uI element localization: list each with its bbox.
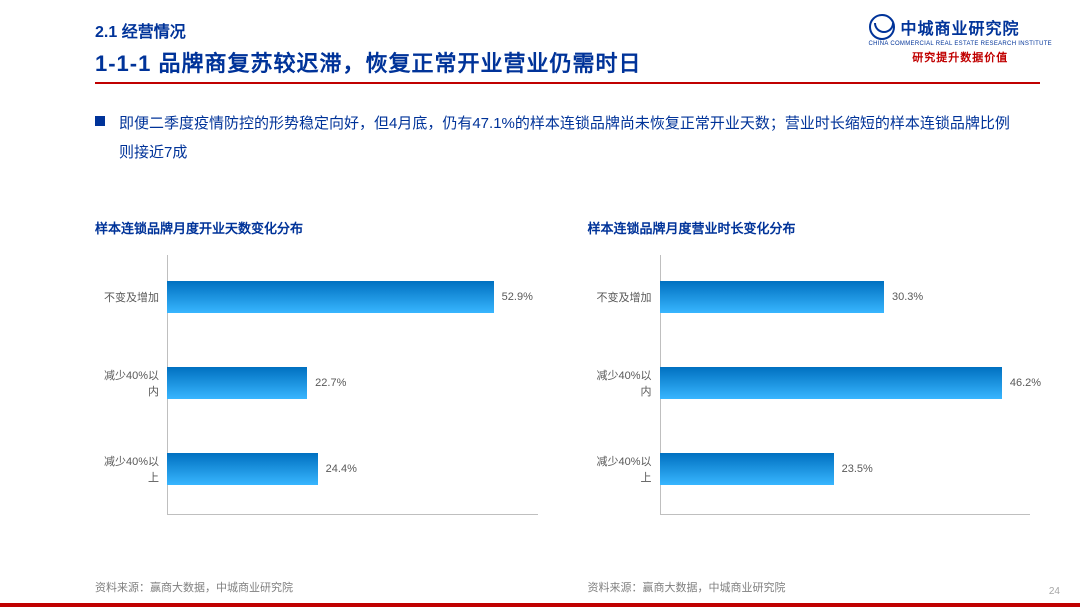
bar-value-label: 52.9% bbox=[502, 291, 533, 303]
bar-value-label: 22.7% bbox=[315, 377, 346, 389]
bar bbox=[167, 367, 307, 399]
title-underline bbox=[95, 82, 1040, 84]
bar-category-label: 减少40%以内 bbox=[588, 367, 660, 399]
chart-right-source: 资料来源：赢商大数据，中城商业研究院 bbox=[588, 579, 786, 595]
chart-left: 样本连锁品牌月度开业天数变化分布 不变及增加52.9%减少40%以内22.7%减… bbox=[95, 218, 548, 567]
bar bbox=[167, 281, 494, 313]
bar bbox=[660, 281, 885, 313]
bar bbox=[660, 367, 1002, 399]
bar bbox=[167, 453, 318, 485]
bar-track: 52.9% bbox=[167, 275, 538, 319]
chart-left-title: 样本连锁品牌月度开业天数变化分布 bbox=[95, 218, 548, 237]
bar-track: 30.3% bbox=[660, 275, 1031, 319]
page-number: 24 bbox=[1049, 586, 1060, 597]
bar-row: 减少40%以内 22.7% bbox=[95, 361, 538, 405]
bar-value-label: 23.5% bbox=[842, 463, 873, 475]
bar-track: 23.5% bbox=[660, 447, 1031, 491]
org-name-en: CHINA COMMERCIAL REAL ESTATE RESEARCH IN… bbox=[869, 41, 1052, 47]
bar-category-label: 减少40%以上 bbox=[95, 453, 167, 485]
bar-value-label: 46.2% bbox=[1010, 377, 1041, 389]
bar-category-label: 减少40%以上 bbox=[588, 453, 660, 485]
bar bbox=[660, 453, 834, 485]
x-axis-line bbox=[167, 514, 538, 515]
bar-row: 不变及增加 30.3% bbox=[588, 275, 1031, 319]
chart-right-title: 样本连锁品牌月度营业时长变化分布 bbox=[588, 218, 1041, 237]
summary-text: 即便二季度疫情防控的形势稳定向好，但4月底，仍有47.1%的样本连锁品牌尚未恢复… bbox=[119, 110, 1020, 167]
bar-category-label: 减少40%以内 bbox=[95, 367, 167, 399]
bar-value-label: 24.4% bbox=[326, 463, 357, 475]
charts-region: 样本连锁品牌月度开业天数变化分布 不变及增加52.9%减少40%以内22.7%减… bbox=[95, 218, 1040, 567]
bar-track: 22.7% bbox=[167, 361, 538, 405]
bar-category-label: 不变及增加 bbox=[588, 289, 660, 305]
chart-right-body: 不变及增加30.3%减少40%以内46.2%减少40%以上23.5% bbox=[588, 255, 1041, 515]
bar-row: 减少40%以内46.2% bbox=[588, 361, 1031, 405]
bar-row: 减少40%以上 23.5% bbox=[588, 447, 1031, 491]
bar-track: 46.2% bbox=[660, 361, 1031, 405]
org-tagline: 研究提升数据价值 bbox=[869, 49, 1052, 65]
logo-mark-icon bbox=[869, 14, 895, 40]
bar-category-label: 不变及增加 bbox=[95, 289, 167, 305]
chart-left-body: 不变及增加 52.9% 减少40%以内 22.7% 减少40%以上 24.4% bbox=[95, 255, 548, 515]
bullet-square-icon bbox=[95, 116, 105, 126]
org-name: 中城商业研究院 bbox=[901, 15, 1020, 39]
bar-row: 不变及增加 52.9% bbox=[95, 275, 538, 319]
bar-track: 24.4% bbox=[167, 447, 538, 491]
org-logo: 中城商业研究院 CHINA COMMERCIAL REAL ESTATE RES… bbox=[869, 14, 1052, 65]
footer-bar bbox=[0, 603, 1080, 607]
bar-value-label: 30.3% bbox=[892, 291, 923, 303]
x-axis-line bbox=[660, 514, 1031, 515]
bar-row: 减少40%以上 24.4% bbox=[95, 447, 538, 491]
chart-right: 样本连锁品牌月度营业时长变化分布 不变及增加30.3%减少40%以内46.2%减… bbox=[588, 218, 1041, 567]
chart-left-source: 资料来源：赢商大数据，中城商业研究院 bbox=[95, 579, 293, 595]
slide: 2.1 经营情况 1-1-1 品牌商复苏较迟滞，恢复正常开业营业仍需时日 中城商… bbox=[0, 0, 1080, 607]
summary-bullet: 即便二季度疫情防控的形势稳定向好，但4月底，仍有47.1%的样本连锁品牌尚未恢复… bbox=[95, 110, 1020, 167]
